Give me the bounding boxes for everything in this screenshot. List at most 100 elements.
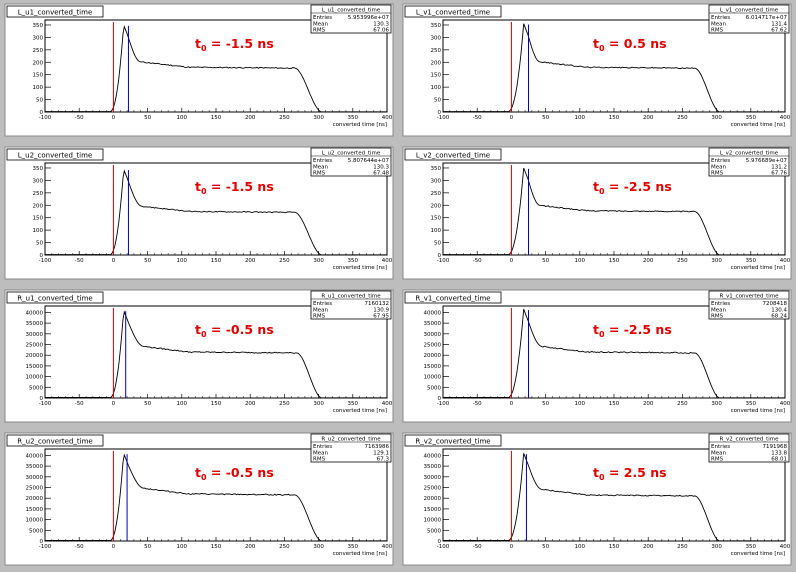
histogram-title: L_v1_converted_time (404, 5, 502, 18)
y-tick-label: 350 (431, 23, 442, 29)
x-tick-label: 50 (144, 401, 151, 407)
stats-title: R_u1_converted_time (321, 294, 381, 300)
stats-value-entries: 5.953996e+07 (348, 15, 390, 21)
stats-value-entries: 7208418 (763, 301, 788, 307)
stats-value-entries: 5.976689e+07 (746, 158, 788, 164)
histogram-title: L_u1_converted_time (6, 5, 104, 18)
x-axis-label: converted time [ns] (333, 122, 387, 128)
title-text: L_u2_converted_time (18, 152, 93, 160)
x-tick-label: 350 (348, 258, 359, 264)
y-tick-label: 35000 (424, 321, 442, 327)
stats-frame (310, 4, 392, 34)
stats-value-entries: 7191968 (763, 444, 788, 450)
x-tick-label: 100 (177, 115, 188, 121)
stats-value-rms: 67.76 (771, 171, 787, 177)
stats-frame (708, 433, 790, 463)
x-tick-label: 150 (609, 544, 620, 550)
x-tick-label: 200 (643, 258, 654, 264)
title-box (6, 291, 104, 304)
y-tick-label: 35000 (26, 464, 44, 470)
t0-annotation: t0 = -1.5 ns (195, 179, 274, 196)
x-axis-label: converted time [ns] (333, 265, 387, 271)
title-box (6, 5, 104, 18)
x-tick-label: 0 (510, 115, 514, 121)
y-tick-label: 40000 (424, 453, 442, 459)
stats-value-entries: 6.014717e+07 (746, 15, 788, 21)
histogram-curve (45, 453, 387, 542)
stats-label-mean: Mean (711, 307, 726, 313)
y-tick-label: 300 (431, 35, 442, 41)
x-tick-label: 350 (746, 115, 757, 121)
stats-label-entries: Entries (711, 158, 730, 164)
stats-label-entries: Entries (313, 15, 332, 21)
histogram-title: R_u1_converted_time (6, 291, 104, 304)
x-tick-label: 400 (382, 544, 393, 550)
stats-value-mean: 130.9 (373, 307, 389, 313)
stats-value-mean: 130.3 (373, 21, 389, 27)
y-tick-label: 350 (431, 166, 442, 172)
x-tick-label: 250 (279, 544, 290, 550)
x-tick-label: 0 (112, 115, 116, 121)
title-text: R_u2_converted_time (17, 438, 92, 446)
x-axis-label: converted time [ns] (731, 408, 785, 414)
x-tick-label: 400 (382, 258, 393, 264)
histogram-pad-L_v1_converted_time: L_v1_converted_time L_v1_converted_timeEn… (402, 3, 792, 137)
x-tick-label: 100 (575, 401, 586, 407)
y-tick-label: 0 (40, 539, 44, 545)
y-tick-label: 25000 (26, 486, 44, 492)
x-tick-label: -100 (437, 258, 450, 264)
x-tick-label: -50 (75, 544, 84, 550)
y-tick-label: 40000 (424, 310, 442, 316)
stats-label-rms: RMS (711, 457, 724, 463)
stats-title: R_v1_converted_time (719, 294, 779, 300)
x-tick-label: -100 (437, 115, 450, 121)
y-tick-label: 100 (431, 85, 442, 91)
x-tick-label: 300 (313, 115, 324, 121)
stats-title: R_u2_converted_time (321, 437, 381, 443)
y-tick-label: 30000 (424, 332, 442, 338)
x-tick-label: 300 (711, 258, 722, 264)
y-tick-label: 250 (33, 191, 44, 197)
x-tick-label: 200 (245, 115, 256, 121)
stats-label-mean: Mean (313, 307, 328, 313)
y-tick-label: 15000 (26, 507, 44, 513)
x-tick-label: 400 (780, 544, 791, 550)
stats-value-mean: 130.4 (771, 307, 787, 313)
stats-title: L_u2_converted_time (322, 151, 381, 157)
title-text: R_v1_converted_time (415, 295, 490, 303)
y-tick-label: 20000 (26, 353, 44, 359)
y-tick-label: 0 (40, 253, 44, 259)
y-tick-label: 0 (40, 110, 44, 116)
stats-value-rms: 67.48 (373, 171, 389, 177)
x-axis-label: converted time [ns] (333, 551, 387, 557)
x-tick-label: 150 (609, 401, 620, 407)
x-tick-label: 50 (144, 258, 151, 264)
t0-annotation: t0 = -2.5 ns (593, 179, 672, 196)
stats-value-mean: 131.4 (771, 21, 787, 27)
y-tick-label: 200 (33, 203, 44, 209)
stats-value-mean: 131.2 (771, 164, 787, 170)
y-tick-label: 20000 (26, 496, 44, 502)
stats-label-entries: Entries (313, 301, 332, 307)
x-tick-label: 200 (643, 544, 654, 550)
x-tick-label: 0 (112, 544, 116, 550)
x-tick-label: 350 (348, 544, 359, 550)
y-tick-label: 150 (33, 73, 44, 79)
stats-value-entries: 5.807644e+07 (348, 158, 390, 164)
x-tick-label: 250 (677, 258, 688, 264)
histogram-curve (443, 23, 785, 113)
x-tick-label: 150 (211, 544, 222, 550)
y-tick-label: 150 (33, 216, 44, 222)
x-tick-label: 350 (746, 401, 757, 407)
y-tick-label: 5000 (29, 385, 43, 391)
x-tick-label: 300 (313, 401, 324, 407)
x-axis-label: converted time [ns] (731, 122, 785, 128)
histogram-pad-R_u1_converted_time: R_u1_converted_time R_u1_converted_timeEn… (4, 289, 394, 423)
x-tick-label: -50 (473, 544, 482, 550)
x-tick-label: 0 (510, 544, 514, 550)
title-box (6, 434, 104, 447)
